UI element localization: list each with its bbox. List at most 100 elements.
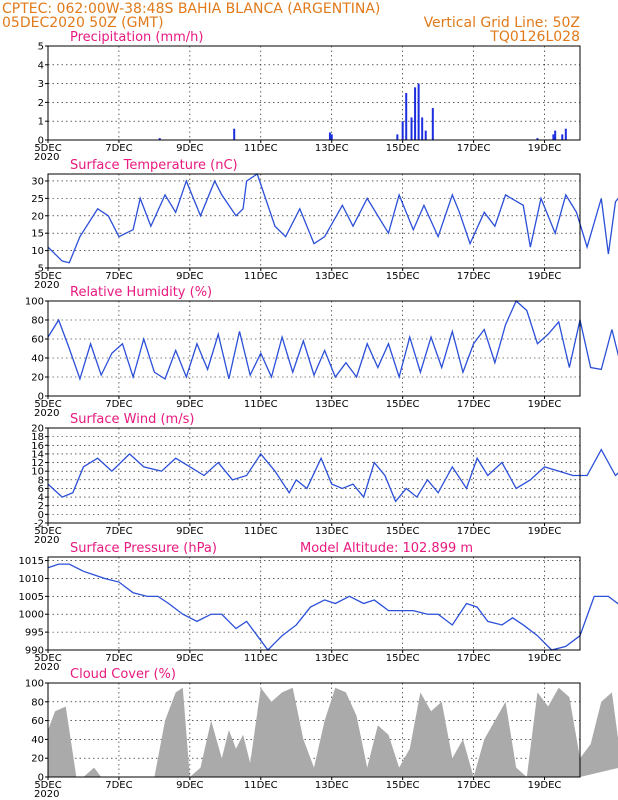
wind-ytick-label: 12 (31, 458, 44, 469)
temperature-ytick-label: 30 (31, 176, 44, 187)
temperature-year-label: 2020 (34, 280, 59, 291)
temperature-xtick-label: 9DEC (176, 271, 203, 282)
cloud-cover-xtick-label: 7DEC (105, 780, 132, 791)
humidity-frame (47, 300, 581, 397)
humidity-ytick-label: 60 (31, 335, 44, 346)
precipitation-bar (401, 121, 404, 140)
precipitation-bar (424, 130, 427, 140)
pressure-xtick-label: 19DEC (528, 653, 562, 664)
cloud-cover-ytick-label: 40 (31, 735, 44, 746)
precipitation-frame (47, 45, 581, 141)
precipitation-bar (564, 128, 567, 140)
wind-ytick-label: -2 (34, 519, 44, 530)
wind-xtick-label: 19DEC (528, 526, 562, 537)
precipitation-year-label: 2020 (34, 152, 59, 163)
precipitation-title: Precipitation (mm/h) (70, 30, 203, 45)
wind-ytick-label: 18 (31, 432, 44, 443)
precipitation-ytick-label: 3 (38, 79, 44, 90)
pressure-series-line (47, 563, 618, 651)
humidity-xtick-label: 17DEC (457, 399, 491, 410)
pressure-subtitle: Model Altitude: 102.899 m (300, 541, 473, 556)
model-id: TQ0126L028 (489, 29, 580, 45)
precipitation-xtick-label: 7DEC (105, 143, 132, 154)
humidity-year-label: 2020 (34, 408, 59, 419)
cloud-cover-xtick-label: 15DEC (386, 780, 420, 791)
vertical-grid-note: Vertical Grid Line: 50Z (424, 15, 580, 31)
humidity-xtick-label: 11DEC (244, 399, 278, 410)
pressure-xtick-label: 13DEC (315, 653, 349, 664)
precipitation-bar (417, 83, 420, 140)
precipitation-bar (554, 130, 557, 140)
precipitation-xtick-label: 9DEC (176, 143, 203, 154)
humidity-ytick-label: 0 (38, 392, 44, 403)
pressure-panel: 990 995 1000 1005 1010 1015 5DEC 7DEC 9DEC 11DEC 1… (19, 541, 618, 673)
cloud-cover-area (48, 687, 618, 777)
cloud-cover-ytick-label: 100 (25, 679, 44, 690)
temperature-ytick-label: 10 (31, 246, 44, 257)
wind-xtick-label: 7DEC (105, 526, 132, 537)
cloud-cover-xtick-label: 5DEC (34, 780, 61, 791)
precipitation-ytick-label: 4 (38, 60, 44, 71)
temperature-panel: 5 10 15 20 25 30 5DEC 7DEC 9DEC 11DEC 13DEC 15DEC 17… (31, 158, 618, 291)
cloud-cover-frame (47, 682, 581, 778)
pressure-ytick-label: 990 (25, 646, 44, 657)
cloud-cover-xtick-label: 9DEC (176, 780, 203, 791)
pressure-title: Surface Pressure (hPa) (70, 541, 217, 556)
humidity-xtick-label: 7DEC (105, 399, 132, 410)
pressure-xtick-label: 11DEC (244, 653, 278, 664)
station-header: CPTEC: 062:00W-38:48S BAHIA BLANCA (ARGE… (2, 1, 380, 17)
precipitation-ytick-label: 5 (38, 42, 44, 53)
cloud-cover-title: Cloud Cover (%) (70, 667, 176, 682)
wind-xtick-label: 17DEC (457, 526, 491, 537)
cloud-cover-ytick-label: 0 (38, 773, 44, 784)
precipitation-panel: 0 1 2 3 4 5 5DEC 7DEC 9DEC 11DEC 13DEC 15DEC 17DEC 19… (34, 30, 581, 163)
temperature-series-line (47, 172, 618, 264)
temperature-xtick-label: 5DEC (34, 271, 61, 282)
precipitation-bar (330, 134, 333, 140)
humidity-xtick-label: 19DEC (528, 399, 562, 410)
precipitation-ytick-label: 0 (38, 136, 44, 147)
pressure-ytick-label: 1010 (19, 574, 44, 585)
humidity-panel: 0 20 40 60 80 100 5DEC 7DEC 9DEC 11DEC 13DEC 15DEC 1… (25, 285, 618, 419)
cloud-cover-xtick-label: 19DEC (528, 780, 562, 791)
temperature-xtick-label: 11DEC (244, 271, 278, 282)
cloud-cover-year-label: 2020 (34, 789, 59, 800)
precipitation-bar (405, 93, 408, 140)
wind-ytick-label: 14 (31, 449, 44, 460)
precipitation-bar (431, 108, 434, 140)
precipitation-xtick-label: 5DEC (34, 143, 61, 154)
precipitation-bar (328, 132, 331, 140)
pressure-xtick-label: 17DEC (457, 653, 491, 664)
precipitation-bar (421, 117, 424, 140)
pressure-xtick-label: 5DEC (34, 653, 61, 664)
temperature-ytick-label: 15 (31, 229, 44, 240)
temperature-xtick-label: 19DEC (528, 271, 562, 282)
precipitation-ytick-label: 1 (38, 117, 44, 128)
wind-ytick-label: 6 (38, 484, 44, 495)
precipitation-bar (414, 87, 417, 140)
pressure-xtick-label: 9DEC (176, 653, 203, 664)
wind-ytick-label: 0 (38, 510, 44, 521)
humidity-xtick-label: 13DEC (315, 399, 349, 410)
temperature-xtick-label: 13DEC (315, 271, 349, 282)
temperature-ytick-label: 25 (31, 194, 44, 205)
temperature-xtick-label: 7DEC (105, 271, 132, 282)
precipitation-xtick-label: 19DEC (528, 143, 562, 154)
cloud-cover-xtick-label: 17DEC (457, 780, 491, 791)
pressure-ytick-label: 1015 (19, 556, 44, 567)
precipitation-bar (410, 117, 413, 140)
cloud-cover-ytick-label: 20 (31, 754, 44, 765)
temperature-xtick-label: 15DEC (386, 271, 420, 282)
wind-xtick-label: 5DEC (34, 526, 61, 537)
run-date-header: 05DEC2020 50Z (GMT) (2, 15, 164, 31)
wind-ytick-label: 8 (38, 475, 44, 486)
precipitation-bar (561, 134, 564, 140)
cloud-cover-xtick-label: 13DEC (315, 780, 349, 791)
cloud-cover-xtick-label: 11DEC (244, 780, 278, 791)
humidity-xtick-label: 9DEC (176, 399, 203, 410)
precipitation-xtick-label: 17DEC (457, 143, 491, 154)
wind-title: Surface Wind (m/s) (70, 412, 194, 427)
temperature-title: Surface Temperature (nC) (70, 158, 238, 173)
pressure-ytick-label: 995 (25, 628, 44, 639)
